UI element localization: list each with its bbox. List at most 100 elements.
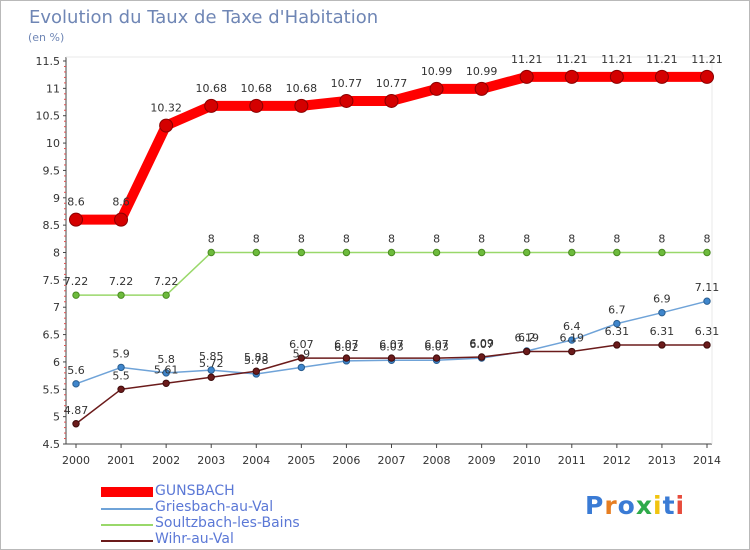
- wihr-point: [252, 367, 260, 375]
- x-tick-label: 2013: [648, 454, 676, 467]
- griesbach-data-label: 5.6: [67, 364, 85, 377]
- griesbach-point: [658, 308, 666, 317]
- griesbach-data-label: 5.9: [112, 347, 130, 360]
- wihr-point: [342, 354, 351, 362]
- gunsbach-point: [69, 212, 83, 227]
- gunsbach-data-label: 10.77: [376, 77, 408, 90]
- wihr-point: [613, 341, 621, 349]
- y-tick-label: 9.5: [43, 164, 61, 177]
- wihr-point: [432, 354, 441, 362]
- gunsbach-point: [339, 93, 354, 108]
- x-tick-label: 2005: [287, 454, 315, 467]
- gunsbach-point: [114, 212, 129, 227]
- y-tick-label: 10: [46, 137, 60, 150]
- wihr-point: [658, 341, 666, 349]
- proxiti-logo: Proxiti: [585, 491, 686, 520]
- soultzbach-point: [658, 248, 666, 257]
- x-tick-label: 2000: [62, 454, 90, 467]
- wihr-data-label: 5.61: [154, 363, 179, 376]
- gunsbach-point: [249, 98, 264, 113]
- y-tick-label: 7.5: [43, 274, 61, 287]
- wihr-point: [387, 354, 396, 362]
- gunsbach-data-label: 10.68: [286, 82, 318, 95]
- griesbach-point: [568, 336, 576, 344]
- soultzbach-data-label: 8: [658, 233, 665, 246]
- wihr-point: [72, 420, 80, 428]
- y-tick-label: 11.5: [36, 55, 61, 68]
- soultzbach-point: [477, 248, 486, 257]
- wihr-data-label: 4.87: [64, 404, 89, 417]
- gunsbach-data-label: 10.77: [331, 77, 363, 90]
- x-tick-label: 2011: [558, 454, 586, 467]
- gunsbach-data-label: 10.68: [241, 82, 273, 95]
- gunsbach-point: [654, 69, 669, 84]
- legend-label-soultzbach: Soultzbach-les-Bains: [155, 515, 300, 531]
- y-tick-label: 5: [53, 411, 60, 424]
- wihr-point: [523, 347, 531, 356]
- wihr-point: [297, 354, 306, 362]
- soultzbach-data-label: 7.22: [64, 275, 89, 288]
- soultzbach-point: [568, 248, 576, 257]
- soultzbach-point: [613, 248, 621, 257]
- soultzbach-point: [432, 248, 441, 257]
- soultzbach-data-label: 8: [613, 233, 620, 246]
- griesbach-point: [117, 363, 125, 372]
- soultzbach-point: [297, 248, 306, 257]
- gunsbach-point: [519, 69, 534, 84]
- wihr-point: [568, 347, 576, 356]
- wihr-data-label: 5.83: [244, 351, 269, 364]
- gunsbach-data-label: 11.21: [646, 53, 678, 66]
- wihr-point: [162, 379, 170, 387]
- y-tick-label: 7: [53, 301, 60, 314]
- griesbach-data-label: 5.78: [244, 354, 269, 367]
- legend-item-griesbach: Griesbach-au-Val: [101, 499, 401, 515]
- legend-label-gunsbach: GUNSBACH: [155, 483, 235, 499]
- wihr-data-label: 6.07: [334, 338, 359, 351]
- soultzbach-point: [387, 248, 396, 257]
- x-tick-label: 2014: [693, 454, 721, 467]
- x-tick-label: 2003: [197, 454, 225, 467]
- x-tick-label: 2010: [513, 454, 541, 467]
- legend-swatch-griesbach: [101, 508, 153, 510]
- chart-title: Evolution du Taux de Taxe d'Habitation: [29, 7, 379, 28]
- y-tick-label: 5.5: [43, 383, 61, 396]
- gunsbach-data-label: 8.6: [67, 196, 85, 209]
- griesbach-data-label: 5.85: [199, 350, 224, 363]
- wihr-point: [477, 353, 486, 361]
- gunsbach-data-label: 8.6: [112, 196, 130, 209]
- soultzbach-point: [162, 291, 170, 299]
- soultzbach-data-label: 8: [253, 233, 260, 246]
- y-tick-label: 8: [53, 247, 60, 260]
- gunsbach-point: [474, 81, 489, 96]
- unit-label: (en %): [28, 31, 65, 44]
- x-tick-label: 2004: [242, 454, 270, 467]
- x-tick-label: 2012: [603, 454, 631, 467]
- legend-label-griesbach: Griesbach-au-Val: [155, 499, 274, 515]
- griesbach-data-label: 6.07: [469, 338, 494, 351]
- legend-swatch-soultzbach: [101, 524, 153, 526]
- wihr-data-label: 5.72: [199, 357, 224, 370]
- soultzbach-data-label: 8: [523, 233, 530, 246]
- gunsbach-point: [204, 98, 219, 113]
- y-tick-label: 10.5: [36, 110, 61, 123]
- gunsbach-point: [609, 69, 624, 84]
- wihr-data-label: 6.31: [650, 325, 675, 338]
- legend-swatch-wihr: [101, 540, 153, 542]
- gunsbach-data-label: 10.99: [466, 65, 498, 78]
- wihr-data-label: 6.07: [424, 338, 449, 351]
- y-tick-label: 11: [46, 82, 60, 95]
- griesbach-data-label: 6.02: [334, 341, 359, 354]
- gunsbach-data-label: 11.21: [511, 53, 543, 66]
- griesbach-point: [162, 369, 170, 377]
- wihr-point: [207, 373, 215, 381]
- gunsbach-data-label: 11.21: [556, 53, 588, 66]
- x-tick-label: 2007: [378, 454, 406, 467]
- wihr-data-label: 6.19: [514, 332, 539, 345]
- gunsbach-point: [159, 118, 174, 133]
- wihr-data-label: 6.31: [605, 325, 630, 338]
- legend-item-wihr: Wihr-au-Val: [101, 531, 401, 547]
- griesbach-data-label: 6.4: [563, 320, 581, 333]
- gunsbach-point: [429, 81, 444, 96]
- x-tick-label: 2001: [107, 454, 135, 467]
